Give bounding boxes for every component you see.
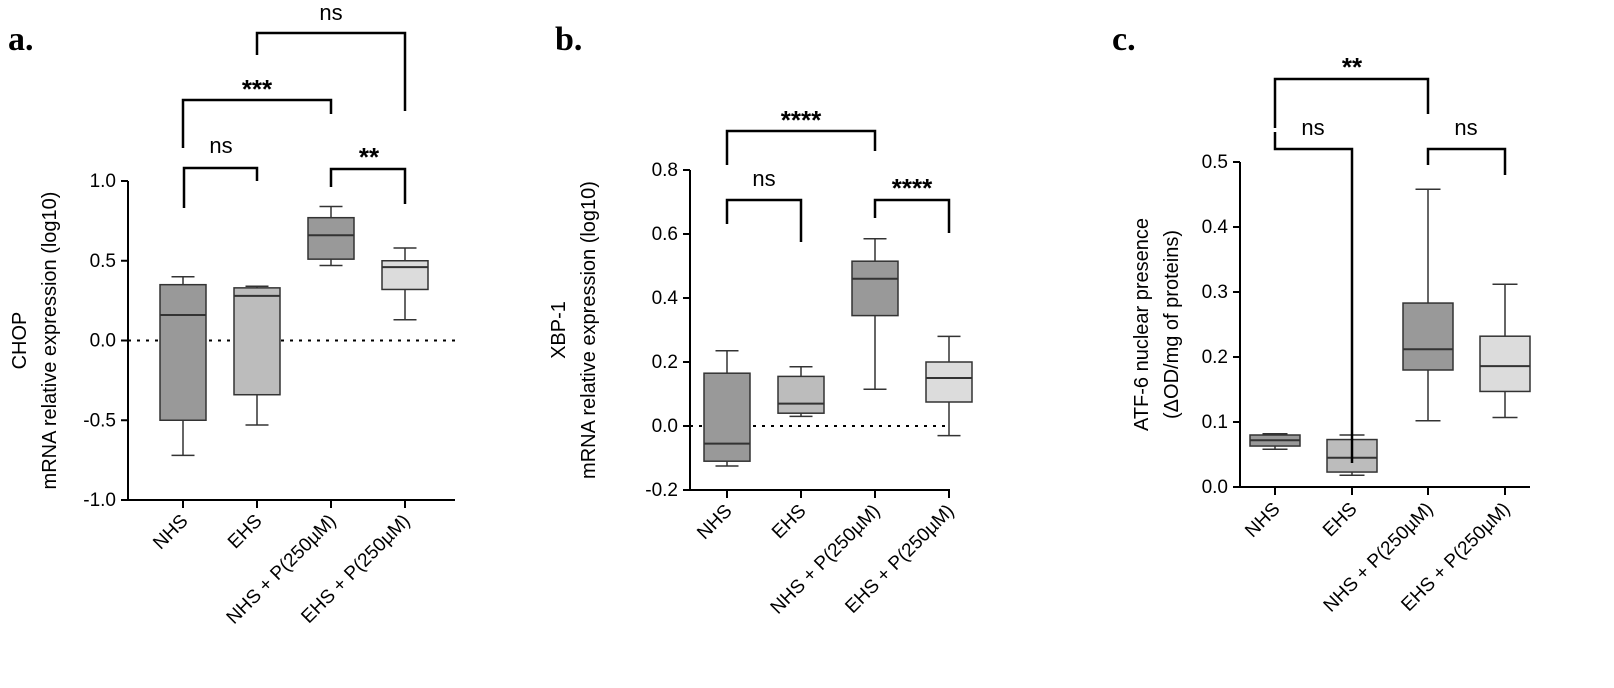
y-axis-title-line1: CHOP <box>9 312 31 370</box>
category-label: NHS <box>1241 499 1284 542</box>
y-tick-label: 0.4 <box>652 288 679 309</box>
category-label: NHS <box>693 501 736 544</box>
chart-panel-c: c. ATF-6 nuclear presence (ΔOD/mg of prote… <box>1112 21 1531 616</box>
bracket-line <box>182 166 259 208</box>
box-3 <box>851 238 899 498</box>
y-axis-title-line2: (ΔOD/mg of proteins) <box>1161 230 1183 419</box>
y-tick-label: 0.2 <box>652 352 678 373</box>
y-tick-label: -1.0 <box>83 490 116 511</box>
significance-bracket: ** <box>1273 52 1430 128</box>
y-tick-label: 0.4 <box>1202 217 1229 238</box>
bracket-line <box>873 198 951 233</box>
box-iqr <box>925 361 973 403</box>
box-iqr <box>381 260 429 291</box>
box-3 <box>1402 188 1454 495</box>
y-axis-title-line1: XBP-1 <box>548 301 570 359</box>
bracket-line <box>725 198 803 242</box>
y-tick-label: -0.5 <box>83 410 116 431</box>
y-axis-title-line2: mRNA relative expression (log10) <box>39 192 61 490</box>
significance-bracket: ns <box>1426 115 1507 175</box>
chart-panel-b: b. XBP-1 mRNA relative expression (log10) -… <box>548 21 973 618</box>
significance-label: ns <box>209 133 232 158</box>
significance-bracket: ** <box>329 142 407 204</box>
y-tick-label: 0.3 <box>1202 282 1228 303</box>
panel-label: c. <box>1112 21 1136 58</box>
box-iqr <box>1402 302 1454 371</box>
y-tick-label: 0.8 <box>652 160 678 181</box>
y-tick-label: 0.0 <box>652 416 678 437</box>
box-4 <box>381 247 429 508</box>
significance-bracket: ns <box>182 133 259 208</box>
category-label: NHS <box>149 511 192 554</box>
significance-label: **** <box>781 105 822 135</box>
box-1 <box>1249 432 1301 495</box>
y-tick-label: 0.0 <box>1202 477 1228 498</box>
significance-bracket: ns <box>725 166 803 242</box>
significance-bracket: **** <box>725 105 877 165</box>
box-3 <box>307 205 355 508</box>
panel-label: b. <box>555 21 582 58</box>
y-tick-label: -0.2 <box>645 480 678 501</box>
bracket-line <box>1426 147 1507 175</box>
significance-label: ** <box>359 142 380 172</box>
y-tick-label: 0.0 <box>90 331 116 352</box>
significance-label: ns <box>1454 115 1477 140</box>
box-iqr <box>851 260 899 317</box>
bracket-line <box>255 31 407 111</box>
box-iqr <box>777 375 825 414</box>
significance-label: ns <box>1301 115 1324 140</box>
box-iqr <box>307 216 355 260</box>
box-2 <box>233 285 281 508</box>
bracket-line <box>1273 77 1430 128</box>
y-tick-label: 1.0 <box>90 171 116 192</box>
bracket-line <box>181 98 333 148</box>
chart-panel-a: a. CHOP mRNA relative expression (log10) -1… <box>8 0 455 628</box>
box-2 <box>777 366 825 498</box>
y-axis-title-line2: mRNA relative expression (log10) <box>578 181 600 479</box>
box-iqr <box>1479 335 1531 393</box>
box-iqr <box>233 287 281 396</box>
box-4 <box>1479 283 1531 495</box>
category-label: EHS <box>224 511 266 553</box>
box-4 <box>925 335 973 498</box>
y-tick-label: 0.5 <box>90 251 116 272</box>
category-label: EHS <box>1319 499 1361 541</box>
y-tick-label: 0.6 <box>652 224 678 245</box>
y-tick-label: 0.2 <box>1202 347 1228 368</box>
significance-label: ns <box>319 0 342 25</box>
significance-label: **** <box>892 173 933 203</box>
y-tick-label: 0.1 <box>1202 412 1228 433</box>
box-iqr <box>159 283 207 421</box>
y-tick-label: 0.5 <box>1202 152 1228 173</box>
box-1 <box>159 275 207 508</box>
box-iqr <box>703 372 751 462</box>
y-axis-title-line1: ATF-6 nuclear presence <box>1131 218 1153 431</box>
bracket-line <box>1273 132 1354 463</box>
panel-label: a. <box>8 21 34 58</box>
bracket-line <box>329 167 407 204</box>
significance-bracket: *** <box>181 74 333 148</box>
significance-label: *** <box>242 74 273 104</box>
category-label: EHS <box>768 501 810 543</box>
significance-label: ns <box>752 166 775 191</box>
bracket-line <box>725 129 877 165</box>
significance-bracket: ns <box>1273 115 1354 463</box>
significance-bracket: ns <box>255 0 407 111</box>
significance-bracket: **** <box>873 173 951 233</box>
significance-label: ** <box>1342 52 1363 82</box>
box-1 <box>703 350 751 498</box>
